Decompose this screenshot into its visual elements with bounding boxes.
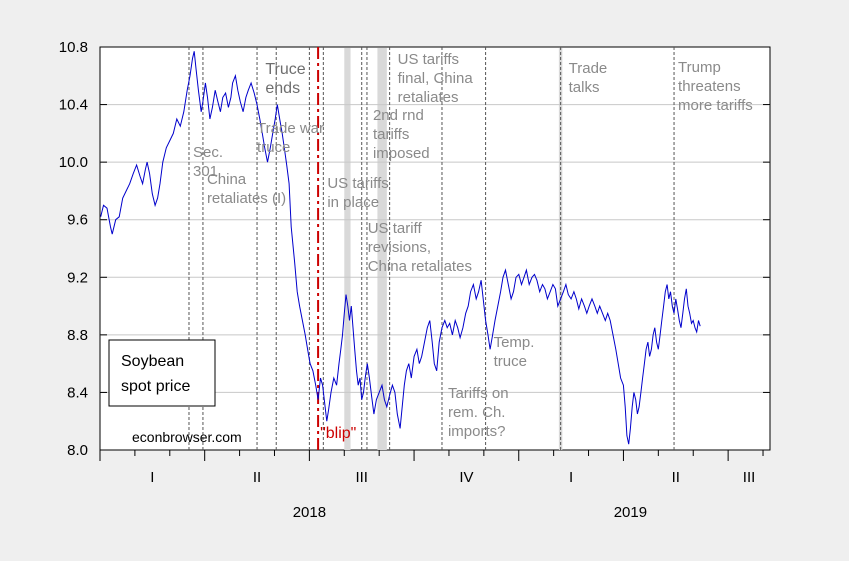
event-annotation-1: China retaliates (I) [207, 171, 286, 207]
event-annotation-10-line-0: Temp. [494, 334, 535, 351]
event-annotation-11-line-1: talks [569, 79, 600, 96]
event-annotation-0-line-1: 301 [193, 163, 218, 180]
y-tick-label-1: 8.4 [67, 384, 88, 401]
legend-box: Soybean spot price [108, 339, 216, 407]
y-tick-label-6: 10.4 [59, 97, 88, 114]
event-annotation-6-line-2: China retaliates [368, 258, 472, 275]
shaded-band-0 [344, 48, 351, 450]
quarter-label-3: IV [459, 469, 473, 486]
event-annotation-1-line-0: China [207, 171, 247, 188]
event-annotation-8: US tariffs final, China retaliates [398, 51, 474, 106]
y-tick-label-4: 9.6 [67, 212, 88, 229]
event-annotation-10-line-1: truce [494, 353, 527, 370]
quarter-label-0: I [150, 469, 154, 486]
legend-label-line2: spot price [121, 378, 190, 395]
quarter-label-5: II [672, 469, 680, 486]
quarter-label-6: III [743, 469, 756, 486]
event-annotation-12-line-2: more tariffs [678, 97, 753, 114]
event-annotation-8-line-2: retaliates [398, 89, 459, 106]
event-lines [188, 47, 675, 450]
blip-label: "blip" [320, 425, 356, 442]
event-annotation-12-line-0: Trump [678, 59, 721, 76]
event-annotation-5: US tariffs in place [327, 175, 388, 211]
event-annotation-12-line-1: threatens [678, 78, 741, 95]
quarter-label-2: III [355, 469, 368, 486]
year-label-0: 2018 [293, 504, 326, 521]
event-annotation-12: Trump threatens more tariffs [678, 59, 753, 114]
y-tick-label-2: 8.8 [67, 327, 88, 344]
event-annotation-5-line-0: US tariffs [327, 175, 388, 192]
event-annotation-7-line-0: 2nd rnd [373, 107, 424, 124]
event-annotation-9-line-2: imports? [448, 423, 506, 440]
credit-text: econbrowser.com [132, 429, 242, 445]
event-annotation-9-line-1: rem. Ch. [448, 404, 506, 421]
event-annotation-1-line-1: retaliates (I) [207, 190, 286, 207]
event-annotation-2-line-0: Trade war [257, 120, 324, 137]
event-annotation-5-line-1: in place [327, 194, 379, 211]
event-annotation-8-line-0: US tariffs [398, 51, 459, 68]
event-annotation-6-line-0: US tariff [368, 220, 423, 237]
y-axis-ticks: 8.0 8.4 8.8 9.2 9.6 10.0 10.4 10.8 [59, 39, 770, 459]
event-annotation-4-line-1: ends [265, 80, 300, 97]
event-annotation-0: Sec. 301 [193, 144, 223, 180]
event-annotation-9-line-0: Tariffs on [448, 385, 509, 402]
event-annotation-11: Trade talks [569, 60, 608, 96]
quarter-label-1: II [253, 469, 261, 486]
event-annotation-7-line-1: tariffs [373, 126, 409, 143]
y-tick-label-3: 9.2 [67, 269, 88, 286]
event-annotation-7-line-2: imposed [373, 145, 430, 162]
year-label-1: 2019 [614, 504, 647, 521]
event-annotation-2: Trade war truce [257, 120, 324, 156]
y-tick-label-0: 8.0 [67, 442, 88, 459]
price-series [100, 51, 701, 445]
event-annotation-11-line-0: Trade [569, 60, 608, 77]
event-annotation-6: US tariff revisions, China retaliates [368, 220, 472, 275]
event-annotation-4: Truce ends [265, 61, 305, 97]
event-annotation-7: 2nd rnd tariffs imposed [373, 107, 430, 162]
soybean-price-line [100, 51, 701, 445]
event-annotation-0-line-0: Sec. [193, 144, 223, 161]
event-annotation-9: Tariffs on rem. Ch. imports? [448, 385, 509, 440]
event-annotation-4-line-0: Truce [265, 61, 305, 78]
shaded-band-1 [377, 48, 387, 450]
event-annotation-2-line-1: truce [257, 139, 290, 156]
event-annotation-10: Temp. truce [494, 334, 535, 370]
y-tick-label-7: 10.8 [59, 39, 88, 56]
quarter-label-4: I [569, 469, 573, 486]
event-annotation-8-line-1: final, China [398, 70, 474, 87]
legend-label-line1: Soybean [121, 353, 184, 370]
y-tick-label-5: 10.0 [59, 154, 88, 171]
event-annotation-6-line-1: revisions, [368, 239, 431, 256]
